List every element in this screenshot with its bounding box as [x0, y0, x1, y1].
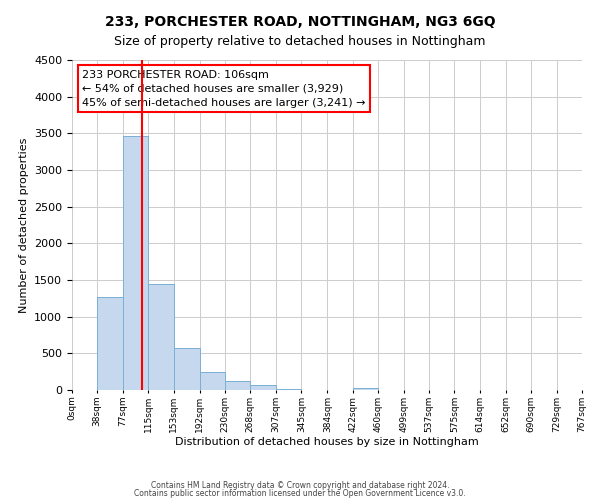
- Bar: [148, 284, 174, 390]
- Bar: [123, 136, 148, 390]
- Bar: [225, 381, 250, 390]
- Text: Size of property relative to detached houses in Nottingham: Size of property relative to detached ho…: [114, 35, 486, 48]
- Bar: [200, 372, 225, 390]
- Bar: [97, 297, 123, 390]
- Bar: [276, 388, 301, 390]
- X-axis label: Distribution of detached houses by size in Nottingham: Distribution of detached houses by size …: [175, 438, 479, 448]
- Text: Contains public sector information licensed under the Open Government Licence v3: Contains public sector information licen…: [134, 488, 466, 498]
- Bar: [353, 388, 378, 390]
- Y-axis label: Number of detached properties: Number of detached properties: [19, 138, 29, 312]
- Text: Contains HM Land Registry data © Crown copyright and database right 2024.: Contains HM Land Registry data © Crown c…: [151, 481, 449, 490]
- Bar: [250, 385, 276, 390]
- Text: 233, PORCHESTER ROAD, NOTTINGHAM, NG3 6GQ: 233, PORCHESTER ROAD, NOTTINGHAM, NG3 6G…: [104, 15, 496, 29]
- Bar: [174, 348, 200, 390]
- Text: 233 PORCHESTER ROAD: 106sqm
← 54% of detached houses are smaller (3,929)
45% of : 233 PORCHESTER ROAD: 106sqm ← 54% of det…: [82, 70, 366, 108]
